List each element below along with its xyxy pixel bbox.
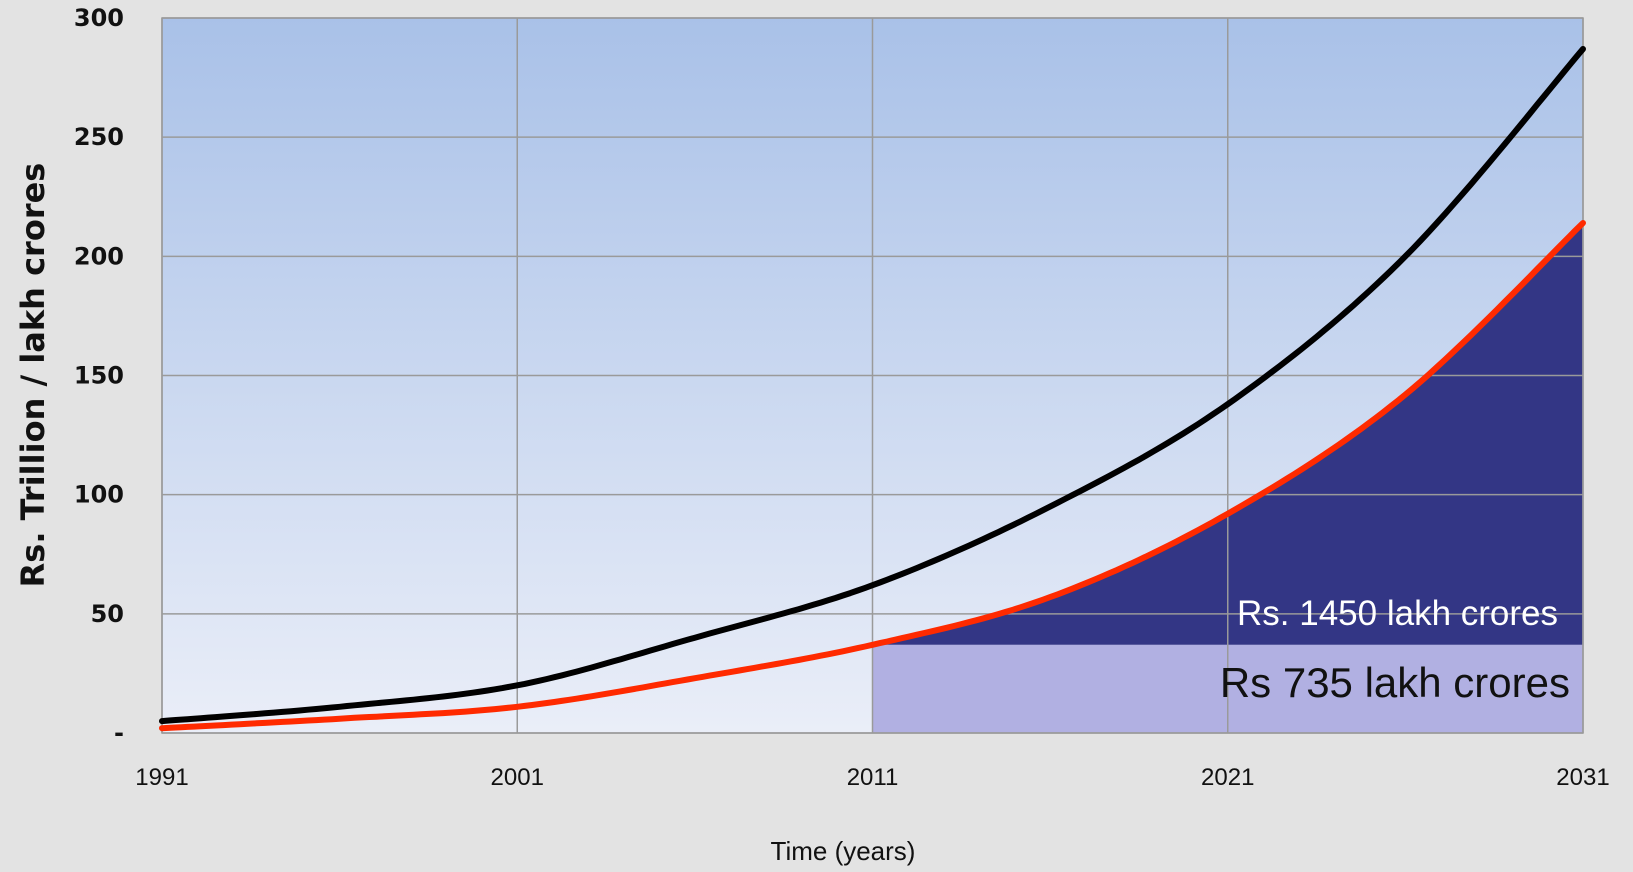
- x-tick-label-3: 2021: [1201, 764, 1254, 791]
- region-label-0: Rs. 1450 lakh crores: [1237, 594, 1558, 633]
- series-line-1: [159, 220, 1586, 732]
- y-axis-label: Rs. Trillion / lakh crores: [14, 163, 52, 588]
- y-tick-label-2: 100: [74, 481, 124, 509]
- x-tick-label-4: 2031: [1556, 764, 1609, 791]
- x-tick-label-1: 2001: [491, 764, 544, 791]
- y-tick-label-4: 200: [74, 242, 124, 270]
- y-tick-label-1: 50: [91, 600, 124, 628]
- x-tick-label-0: 1991: [135, 764, 188, 791]
- plot-border: [161, 17, 1584, 734]
- x-tick-label-2: 2011: [847, 764, 899, 791]
- x-axis-label: Time (years): [771, 836, 916, 866]
- y-tick-label-3: 150: [74, 362, 124, 390]
- shaded-region-0: [872, 223, 1583, 645]
- y-tick-label-5: 250: [74, 123, 124, 151]
- y-tick-label-6: 300: [74, 4, 124, 32]
- y-tick-label-0: -: [114, 719, 124, 747]
- region-label-1: Rs 735 lakh crores: [1220, 659, 1570, 706]
- series-line-0: [159, 46, 1586, 725]
